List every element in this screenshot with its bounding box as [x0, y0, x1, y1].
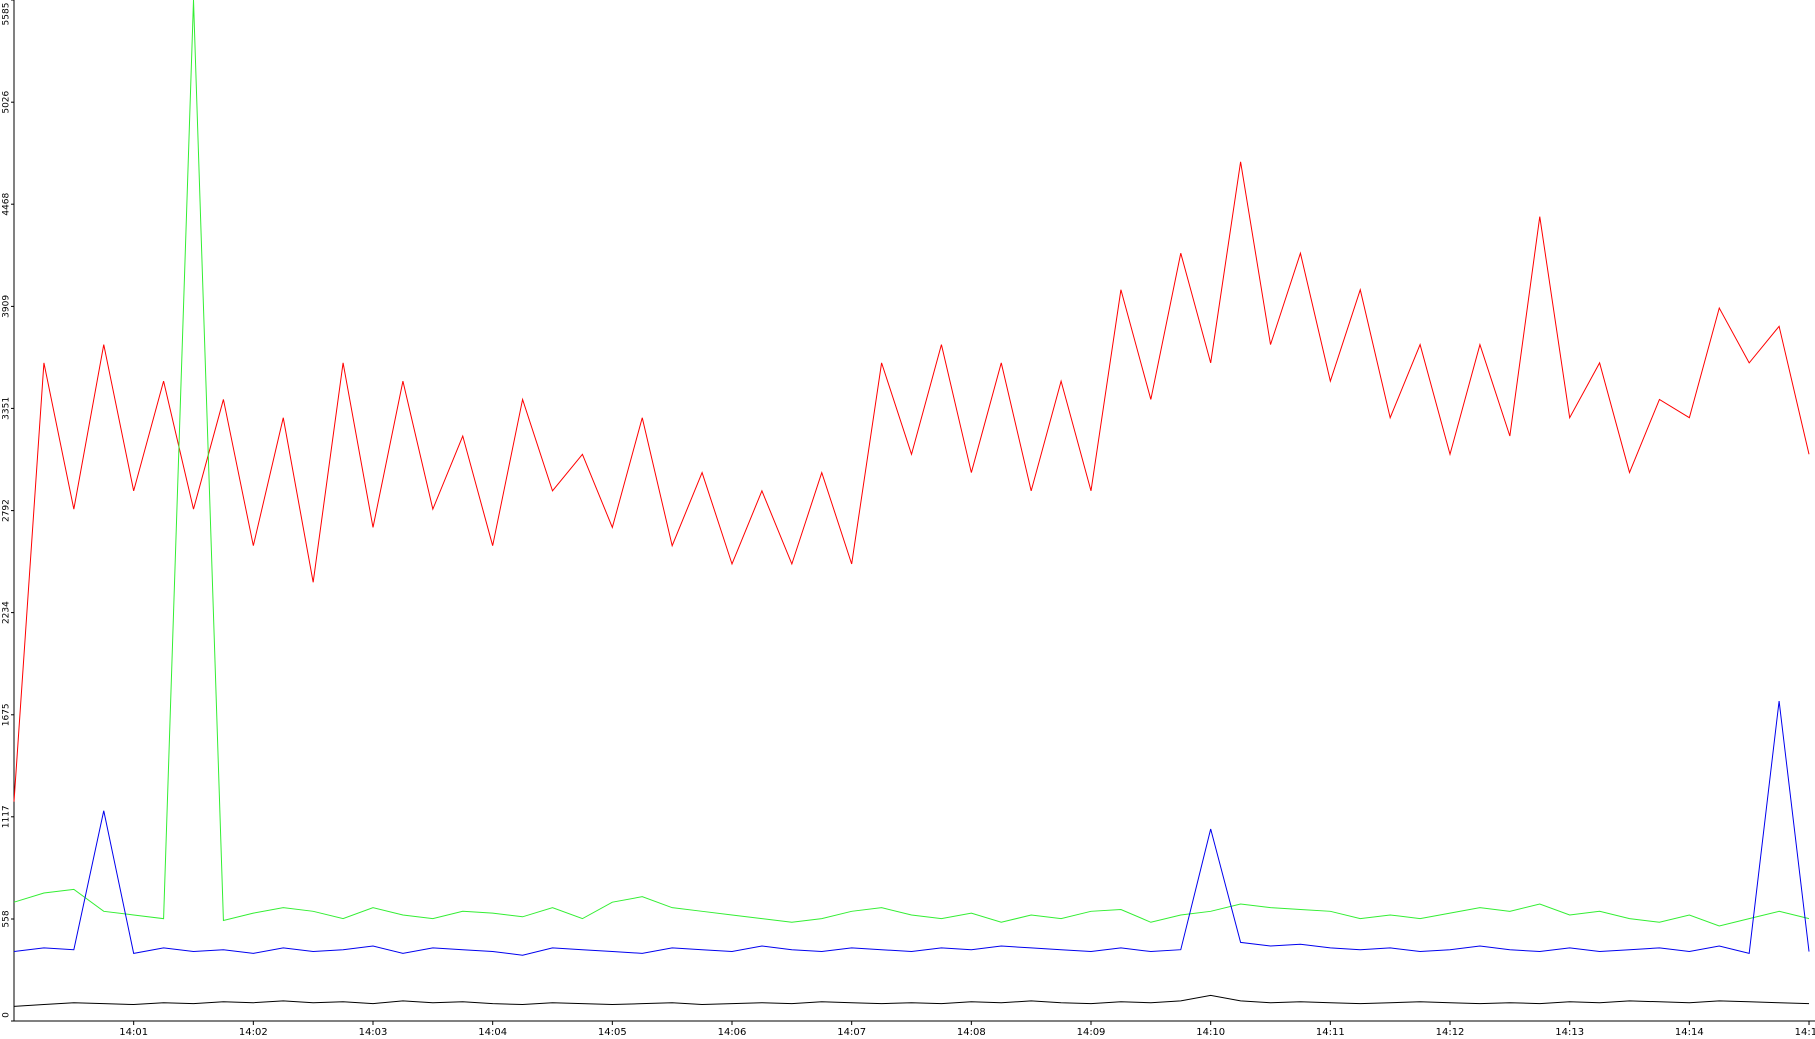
- x-tick-label: 14:05: [598, 1027, 627, 1038]
- y-tick-label: 558: [2, 910, 12, 927]
- x-tick-label: 14:01: [119, 1027, 148, 1038]
- y-tick-label: 1117: [2, 805, 12, 828]
- x-tick-label: 14:13: [1555, 1027, 1584, 1038]
- y-tick-label: 3351: [2, 397, 12, 420]
- x-tick-label: 14:14: [1675, 1027, 1704, 1038]
- series-line: [13, 161, 1810, 802]
- x-tick-label: 14:04: [478, 1027, 507, 1038]
- x-tick-label: 14:08: [957, 1027, 986, 1038]
- y-tick-label: 3909: [2, 295, 12, 318]
- y-tick-label: 5026: [2, 90, 12, 113]
- x-tick-label: 14:10: [1196, 1027, 1225, 1038]
- y-tick-label: 5585: [2, 3, 12, 26]
- series-line: [13, 994, 1810, 1007]
- y-tick-label: 1675: [2, 703, 12, 726]
- x-tick-label: 14:12: [1436, 1027, 1465, 1038]
- series-line: [13, 0, 1810, 927]
- x-tick-label: 14:11: [1316, 1027, 1345, 1038]
- x-tick-label: 14:03: [359, 1027, 388, 1038]
- y-tick-label: 4468: [2, 192, 12, 215]
- y-tick-label: 2792: [2, 499, 12, 522]
- series-line: [13, 701, 1810, 956]
- x-tick-label: 14:15: [1795, 1027, 1815, 1038]
- y-tick-label: 0: [2, 1012, 12, 1018]
- x-tick-label: 14:02: [239, 1027, 268, 1038]
- x-tick-label: 14:06: [718, 1027, 747, 1038]
- y-tick-label: 2234: [2, 601, 12, 624]
- x-tick-label: 14:09: [1077, 1027, 1106, 1038]
- x-tick-label: 14:07: [837, 1027, 866, 1038]
